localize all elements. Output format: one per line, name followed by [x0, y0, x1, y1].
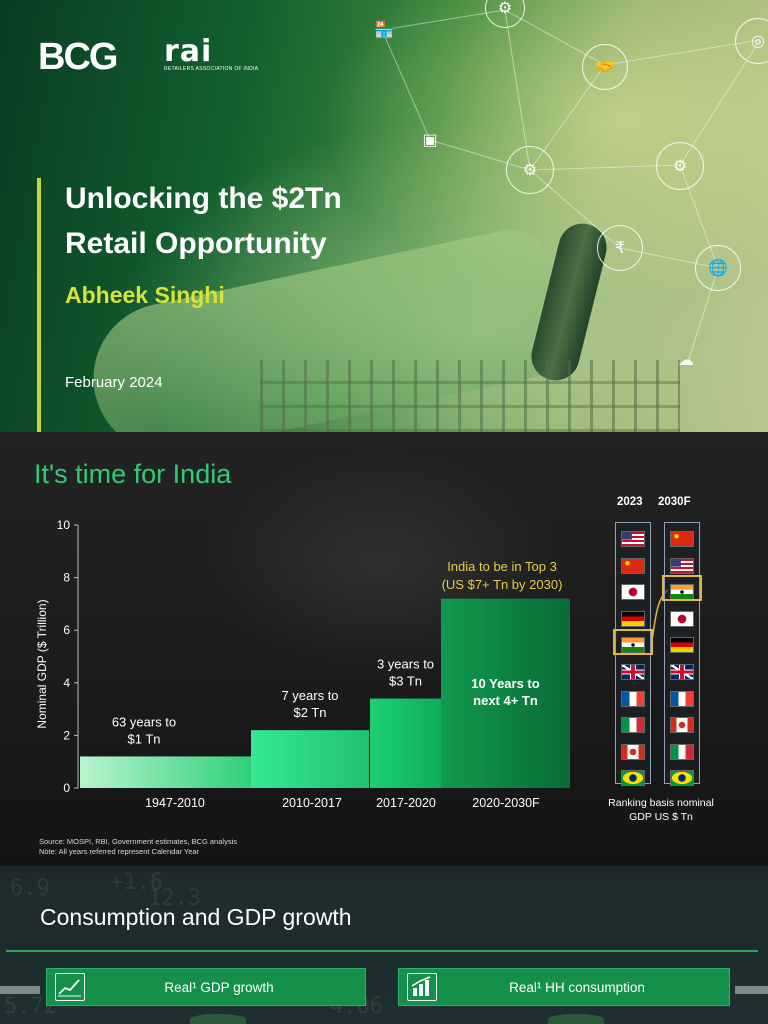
bar-data-label: $1 Tn	[127, 731, 160, 746]
x-tick-label: 2020-2030F	[472, 796, 540, 810]
bar-data-label: next 4+ Tn	[473, 693, 538, 708]
y-tick-label: 8	[63, 571, 70, 585]
cloud-network-icon: ☁	[678, 352, 694, 369]
shopping-cart-photo	[260, 360, 680, 432]
slide3-title: Consumption and GDP growth	[40, 904, 352, 930]
ranking-note: Ranking basis nominal GDP US $ Tn	[596, 796, 726, 824]
bar	[80, 756, 251, 788]
flag-br-icon	[621, 770, 645, 787]
x-tick-label: 1947-2010	[145, 796, 205, 810]
flag-gb-icon	[670, 664, 694, 680]
flag-us-icon	[670, 557, 694, 574]
gears-icon: ⚙	[656, 142, 704, 190]
gdp-growth-label: Real¹ GDP growth	[164, 979, 274, 995]
flag-cn-icon	[621, 557, 645, 574]
flag-jp-icon	[621, 584, 645, 601]
cover-title-line1: Unlocking the $2Tn	[65, 182, 342, 215]
flag-gb-icon	[621, 664, 645, 680]
source-line: Source: MOSPI, RBI, Government estimates…	[39, 837, 237, 846]
india-highlight-2023	[613, 629, 653, 655]
flag-cn-icon	[670, 531, 694, 547]
globe-click-icon: 🌐	[695, 245, 741, 291]
bcg-logo: BCG	[38, 36, 118, 78]
ranking-note-line2: GDP US $ Tn	[629, 811, 693, 823]
cover-author: Abheek Singhi	[65, 282, 225, 308]
rai-logo-subtitle: RETAILERS ASSOCIATION OF INDIA	[164, 66, 259, 72]
bottom-shape	[548, 1014, 604, 1024]
flag-ca-icon	[670, 717, 694, 734]
bar-data-label: 7 years to	[281, 688, 338, 703]
y-axis-label: Nominal GDP ($ Trillion)	[35, 599, 49, 728]
flag-jp-icon	[670, 610, 694, 627]
india-highlight-2030	[662, 575, 702, 601]
cover-date: February 2024	[65, 374, 163, 391]
title-underline	[6, 950, 758, 952]
flag-it-icon	[621, 717, 645, 734]
x-tick-label: 2017-2020	[376, 796, 436, 810]
accent-bar	[37, 178, 41, 432]
rank-column-2030	[664, 522, 700, 787]
settings-check-icon: ⚙	[506, 146, 554, 194]
line-chart-icon	[55, 973, 85, 1001]
bar-data-label: 63 years to	[112, 714, 176, 729]
slide-title: It's time for India	[34, 459, 232, 489]
bg-number: 12.3	[148, 886, 201, 911]
bg-number: +1.6	[110, 870, 163, 895]
source-note: Source: MOSPI, RBI, Government estimates…	[39, 837, 237, 857]
gdp-bar-chart: Nominal GDP ($ Trillion) 0 2 4 6 8 10 1947-20…	[35, 518, 669, 810]
handshake-icon: 🤝	[582, 44, 628, 90]
y-tick-label: 10	[57, 518, 71, 532]
cover-title-line2: Retail Opportunity	[65, 227, 327, 260]
bar-data-label: 3 years to	[377, 657, 434, 672]
bar	[251, 730, 369, 788]
flag-us-icon	[621, 531, 645, 547]
bottom-shape	[190, 1014, 246, 1024]
rank-year-2030: 2030F	[658, 496, 691, 508]
chart-annotation: (US $7+ Tn by 2030)	[442, 577, 563, 592]
rupee-target-icon: ₹	[597, 225, 643, 271]
flag-fr-icon	[670, 690, 694, 707]
bar	[441, 598, 570, 788]
shop-icon: 🏪	[374, 22, 394, 39]
flag-de-icon	[621, 610, 645, 627]
hh-consumption-pill: Real¹ HH consumption	[398, 968, 730, 1006]
rai-logo-mark: rai	[164, 34, 213, 69]
bg-number: 6.9	[10, 876, 50, 901]
left-edge-bar	[0, 986, 40, 994]
right-edge-bar	[735, 986, 768, 994]
flag-fr-icon	[621, 690, 645, 707]
bar	[370, 698, 441, 788]
consumption-slide: 6.9 +1.6 12.3 4.06 5.72 Consumption and …	[0, 866, 768, 1024]
rank-year-2023: 2023	[617, 496, 643, 508]
chart-annotation: India to be in Top 3	[447, 559, 557, 574]
bar-data-label: $2 Tn	[293, 705, 326, 720]
gdp-chart-slide: It's time for India Nominal GDP ($ Trill…	[0, 432, 768, 866]
chip-icon: ▣	[422, 132, 438, 149]
flag-it-icon	[670, 743, 694, 760]
ranking-note-line1: Ranking basis nominal	[608, 797, 714, 809]
gdp-growth-pill: Real¹ GDP growth	[46, 968, 366, 1006]
hh-consumption-label: Real¹ HH consumption	[509, 979, 645, 995]
flag-in-icon	[621, 637, 645, 654]
y-tick-label: 2	[63, 728, 70, 742]
bar-data-label: 10 Years to	[471, 676, 539, 691]
x-tick-label: 2010-2017	[282, 796, 342, 810]
flag-ca-icon	[621, 743, 645, 760]
y-tick-label: 6	[63, 623, 70, 637]
bar-data-label: $3 Tn	[389, 674, 422, 689]
flag-br-icon	[670, 770, 694, 787]
y-tick-label: 4	[63, 676, 70, 690]
cover-title: Unlocking the $2Tn Retail Opportunity	[65, 176, 445, 266]
rai-logo: rai RETAILERS ASSOCIATION OF INDIA	[164, 34, 258, 72]
flag-de-icon	[670, 637, 694, 654]
bar-chart-icon	[407, 973, 437, 1001]
y-tick-label: 0	[63, 781, 70, 795]
note-line: Note: All years referred represent Calen…	[39, 847, 200, 856]
cover-slide: 🏪 ⚙ 🤝 ◎ ▣ ⚙ ⚙ ₹ 🌐 ☁ BCG rai RETAILERS AS…	[0, 0, 768, 432]
